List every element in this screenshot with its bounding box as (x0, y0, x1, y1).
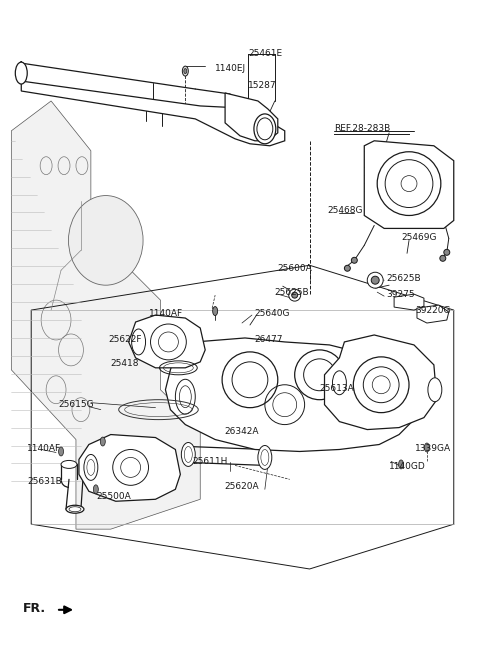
Text: 25620A: 25620A (224, 482, 259, 491)
Ellipse shape (132, 329, 145, 355)
Text: 39275: 39275 (386, 290, 415, 298)
Text: 25622F: 25622F (109, 335, 142, 344)
Text: FR.: FR. (23, 602, 47, 615)
Polygon shape (417, 305, 449, 323)
Ellipse shape (100, 437, 105, 446)
Circle shape (351, 257, 357, 263)
Circle shape (371, 276, 379, 284)
Text: 25631B: 25631B (27, 477, 62, 486)
Ellipse shape (407, 382, 421, 407)
Polygon shape (364, 141, 454, 228)
Circle shape (367, 272, 383, 288)
Polygon shape (12, 101, 200, 529)
Circle shape (444, 249, 450, 255)
Ellipse shape (84, 455, 98, 480)
Ellipse shape (59, 447, 63, 456)
Text: 1339GA: 1339GA (415, 444, 451, 453)
Ellipse shape (181, 443, 195, 466)
Text: 25600A: 25600A (278, 264, 312, 273)
Text: 25500A: 25500A (97, 492, 132, 501)
Text: 26342A: 26342A (224, 427, 259, 436)
Text: 1140AF: 1140AF (27, 444, 61, 453)
Ellipse shape (175, 379, 195, 414)
Ellipse shape (424, 443, 430, 452)
Ellipse shape (333, 371, 347, 395)
Ellipse shape (213, 306, 217, 316)
Text: 25640G: 25640G (254, 308, 289, 318)
Text: 1140EJ: 1140EJ (215, 64, 246, 73)
Text: 1140GD: 1140GD (389, 462, 426, 471)
Ellipse shape (258, 445, 272, 470)
Ellipse shape (15, 62, 27, 84)
Circle shape (222, 352, 278, 407)
Circle shape (292, 292, 298, 298)
Polygon shape (129, 315, 205, 368)
Text: REF.28-283B: REF.28-283B (335, 125, 391, 133)
Text: 25611H: 25611H (192, 457, 228, 466)
Ellipse shape (61, 461, 77, 468)
Polygon shape (166, 338, 414, 451)
Circle shape (288, 289, 300, 301)
Ellipse shape (66, 505, 84, 513)
Text: 39220G: 39220G (415, 306, 451, 315)
Polygon shape (225, 93, 278, 141)
Circle shape (295, 350, 344, 400)
Text: 25468G: 25468G (327, 206, 363, 215)
Text: 25625B: 25625B (386, 274, 421, 283)
Text: 26477: 26477 (254, 335, 282, 344)
Polygon shape (79, 434, 180, 501)
Text: 25625B: 25625B (275, 287, 310, 297)
Text: 25418: 25418 (111, 359, 139, 369)
Polygon shape (394, 294, 424, 310)
Polygon shape (21, 61, 285, 146)
Polygon shape (324, 335, 437, 430)
Ellipse shape (182, 66, 188, 76)
Ellipse shape (398, 460, 404, 469)
Text: 25615G: 25615G (58, 400, 94, 409)
Circle shape (348, 366, 391, 409)
Text: 25469G: 25469G (401, 233, 437, 242)
Ellipse shape (254, 114, 276, 144)
Text: 1140AF: 1140AF (148, 308, 183, 318)
Circle shape (344, 265, 350, 271)
Ellipse shape (428, 378, 442, 401)
Text: 15287: 15287 (248, 81, 276, 89)
Ellipse shape (69, 195, 143, 285)
Ellipse shape (93, 485, 98, 494)
Text: 25613A: 25613A (320, 384, 354, 393)
Circle shape (440, 255, 446, 261)
Circle shape (377, 152, 441, 215)
Text: 25461E: 25461E (248, 49, 282, 58)
Ellipse shape (184, 69, 187, 73)
